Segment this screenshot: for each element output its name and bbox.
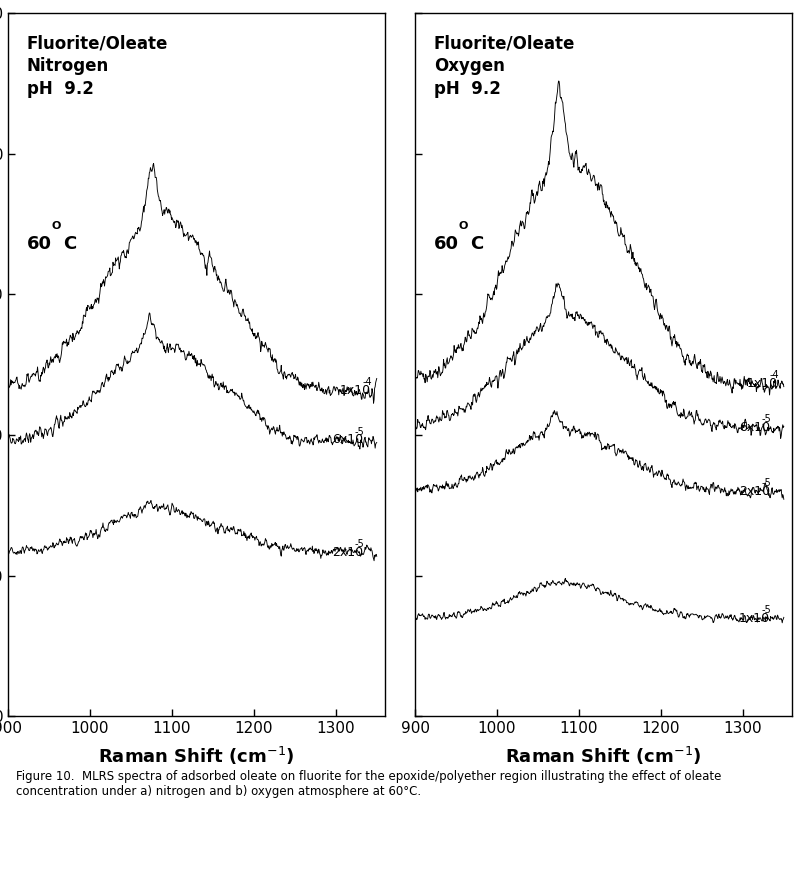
Text: Fluorite/Oleate
Nitrogen
pH  9.2: Fluorite/Oleate Nitrogen pH 9.2	[27, 34, 168, 98]
Text: O: O	[458, 221, 468, 231]
Text: -5: -5	[762, 414, 771, 424]
Text: O: O	[51, 221, 61, 231]
Text: C: C	[62, 235, 76, 253]
Text: 2x10: 2x10	[332, 546, 362, 560]
Text: 60: 60	[434, 235, 459, 253]
Text: -5: -5	[354, 426, 364, 437]
X-axis label: Raman Shift (cm$^{-1}$): Raman Shift (cm$^{-1}$)	[98, 745, 294, 766]
X-axis label: Raman Shift (cm$^{-1}$): Raman Shift (cm$^{-1}$)	[506, 745, 702, 766]
Text: Figure 10.  MLRS spectra of adsorbed oleate on fluorite for the epoxide/polyethe: Figure 10. MLRS spectra of adsorbed olea…	[16, 770, 722, 798]
Text: 2x10: 2x10	[738, 485, 770, 497]
Text: -4: -4	[770, 370, 779, 380]
Text: -5: -5	[354, 539, 364, 549]
Text: 6x10: 6x10	[738, 421, 770, 434]
Text: -4: -4	[362, 377, 373, 387]
Text: 1x10: 1x10	[747, 377, 778, 389]
Text: 1x10: 1x10	[738, 612, 770, 625]
Text: Fluorite/Oleate
Oxygen
pH  9.2: Fluorite/Oleate Oxygen pH 9.2	[434, 34, 575, 98]
Text: 1x10: 1x10	[340, 383, 371, 396]
Text: -5: -5	[762, 478, 771, 488]
Text: -5: -5	[762, 605, 771, 615]
Text: 60: 60	[27, 235, 52, 253]
Text: C: C	[470, 235, 483, 253]
Text: 6x10: 6x10	[332, 433, 362, 446]
